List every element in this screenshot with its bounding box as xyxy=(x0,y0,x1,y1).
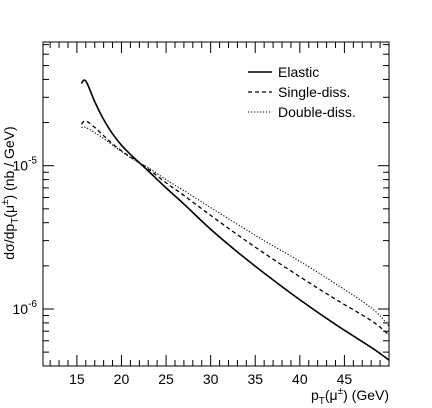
legend-label: Single-diss. xyxy=(278,84,350,100)
x-axis-title: pT(μ±) (GeV) xyxy=(311,386,389,407)
x-tick-label: 45 xyxy=(337,371,353,387)
y-tick-label: 10-5 xyxy=(13,156,38,174)
x-tick-label: 15 xyxy=(69,371,85,387)
series-line-elastic xyxy=(80,79,390,361)
y-axis-title: dσ/dpT(μ±) (nb / GeV) xyxy=(0,126,21,259)
legend-label: Double-diss. xyxy=(278,104,356,120)
series-line-double-diss- xyxy=(81,126,390,327)
x-tick-label: 30 xyxy=(203,371,219,387)
legend: Elastic Single-diss. Double-diss. xyxy=(248,64,356,120)
series-line-single-diss- xyxy=(80,120,390,336)
x-tick-label: 35 xyxy=(247,371,263,387)
plot-frame xyxy=(42,41,390,367)
y-axis: 10-6 10-5 xyxy=(13,44,389,367)
x-tick-label: 25 xyxy=(158,371,174,387)
x-axis: 15 20 25 30 35 40 45 xyxy=(49,42,390,387)
series-layer xyxy=(80,79,390,361)
legend-label: Elastic xyxy=(278,64,319,80)
x-tick-label: 40 xyxy=(292,371,308,387)
x-tick-label: 20 xyxy=(114,371,130,387)
y-tick-label: 10-6 xyxy=(13,299,38,317)
